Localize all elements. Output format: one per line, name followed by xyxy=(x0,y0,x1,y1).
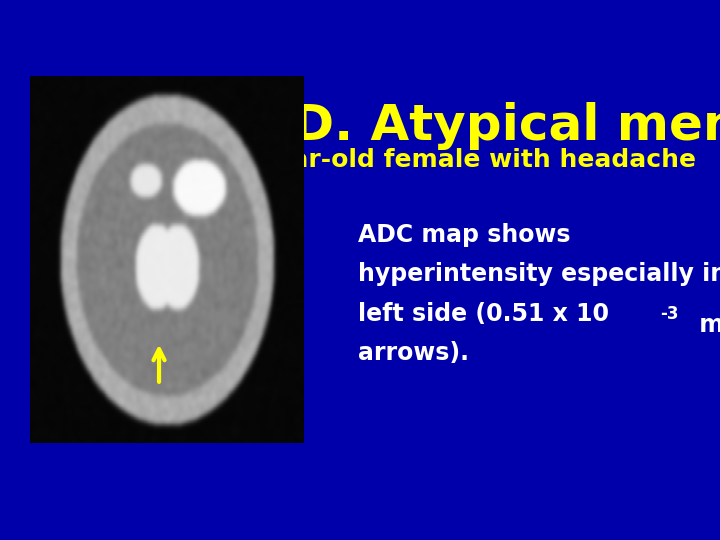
Text: arrows).: arrows). xyxy=(358,341,469,365)
Text: ADC map shows: ADC map shows xyxy=(358,223,570,247)
Text: mm: mm xyxy=(691,313,720,337)
Text: 45-year-old female with headache: 45-year-old female with headache xyxy=(213,148,696,172)
Text: -3: -3 xyxy=(661,305,679,322)
Text: hyperintensity especially in: hyperintensity especially in xyxy=(358,262,720,286)
Text: left side (0.51 x 10: left side (0.51 x 10 xyxy=(358,302,609,326)
Text: Fig 11D. Atypical meningioma: Fig 11D. Atypical meningioma xyxy=(118,102,720,150)
